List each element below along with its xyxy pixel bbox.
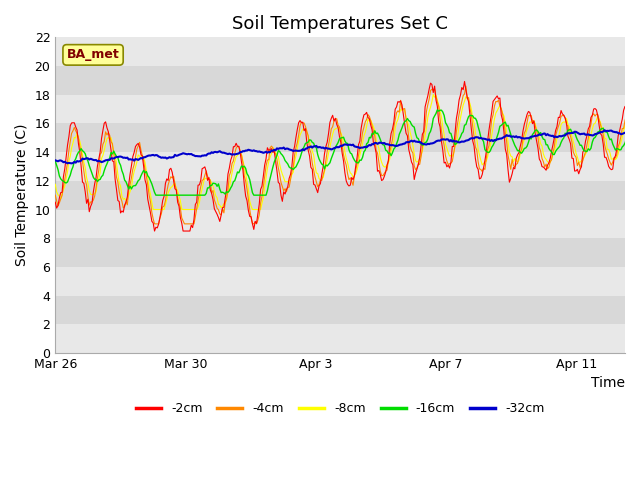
Bar — [55, 181, 625, 209]
Text: BA_met: BA_met — [67, 48, 120, 61]
Legend: -2cm, -4cm, -8cm, -16cm, -32cm: -2cm, -4cm, -8cm, -16cm, -32cm — [131, 397, 549, 420]
Bar — [55, 37, 625, 66]
Y-axis label: Soil Temperature (C): Soil Temperature (C) — [15, 124, 29, 266]
Bar — [55, 267, 625, 296]
Bar — [55, 123, 625, 152]
Bar — [55, 296, 625, 324]
Bar — [55, 324, 625, 353]
X-axis label: Time: Time — [591, 376, 625, 390]
Bar — [55, 238, 625, 267]
Bar — [55, 152, 625, 181]
Title: Soil Temperatures Set C: Soil Temperatures Set C — [232, 15, 448, 33]
Bar — [55, 66, 625, 95]
Bar — [55, 95, 625, 123]
Bar — [55, 209, 625, 238]
